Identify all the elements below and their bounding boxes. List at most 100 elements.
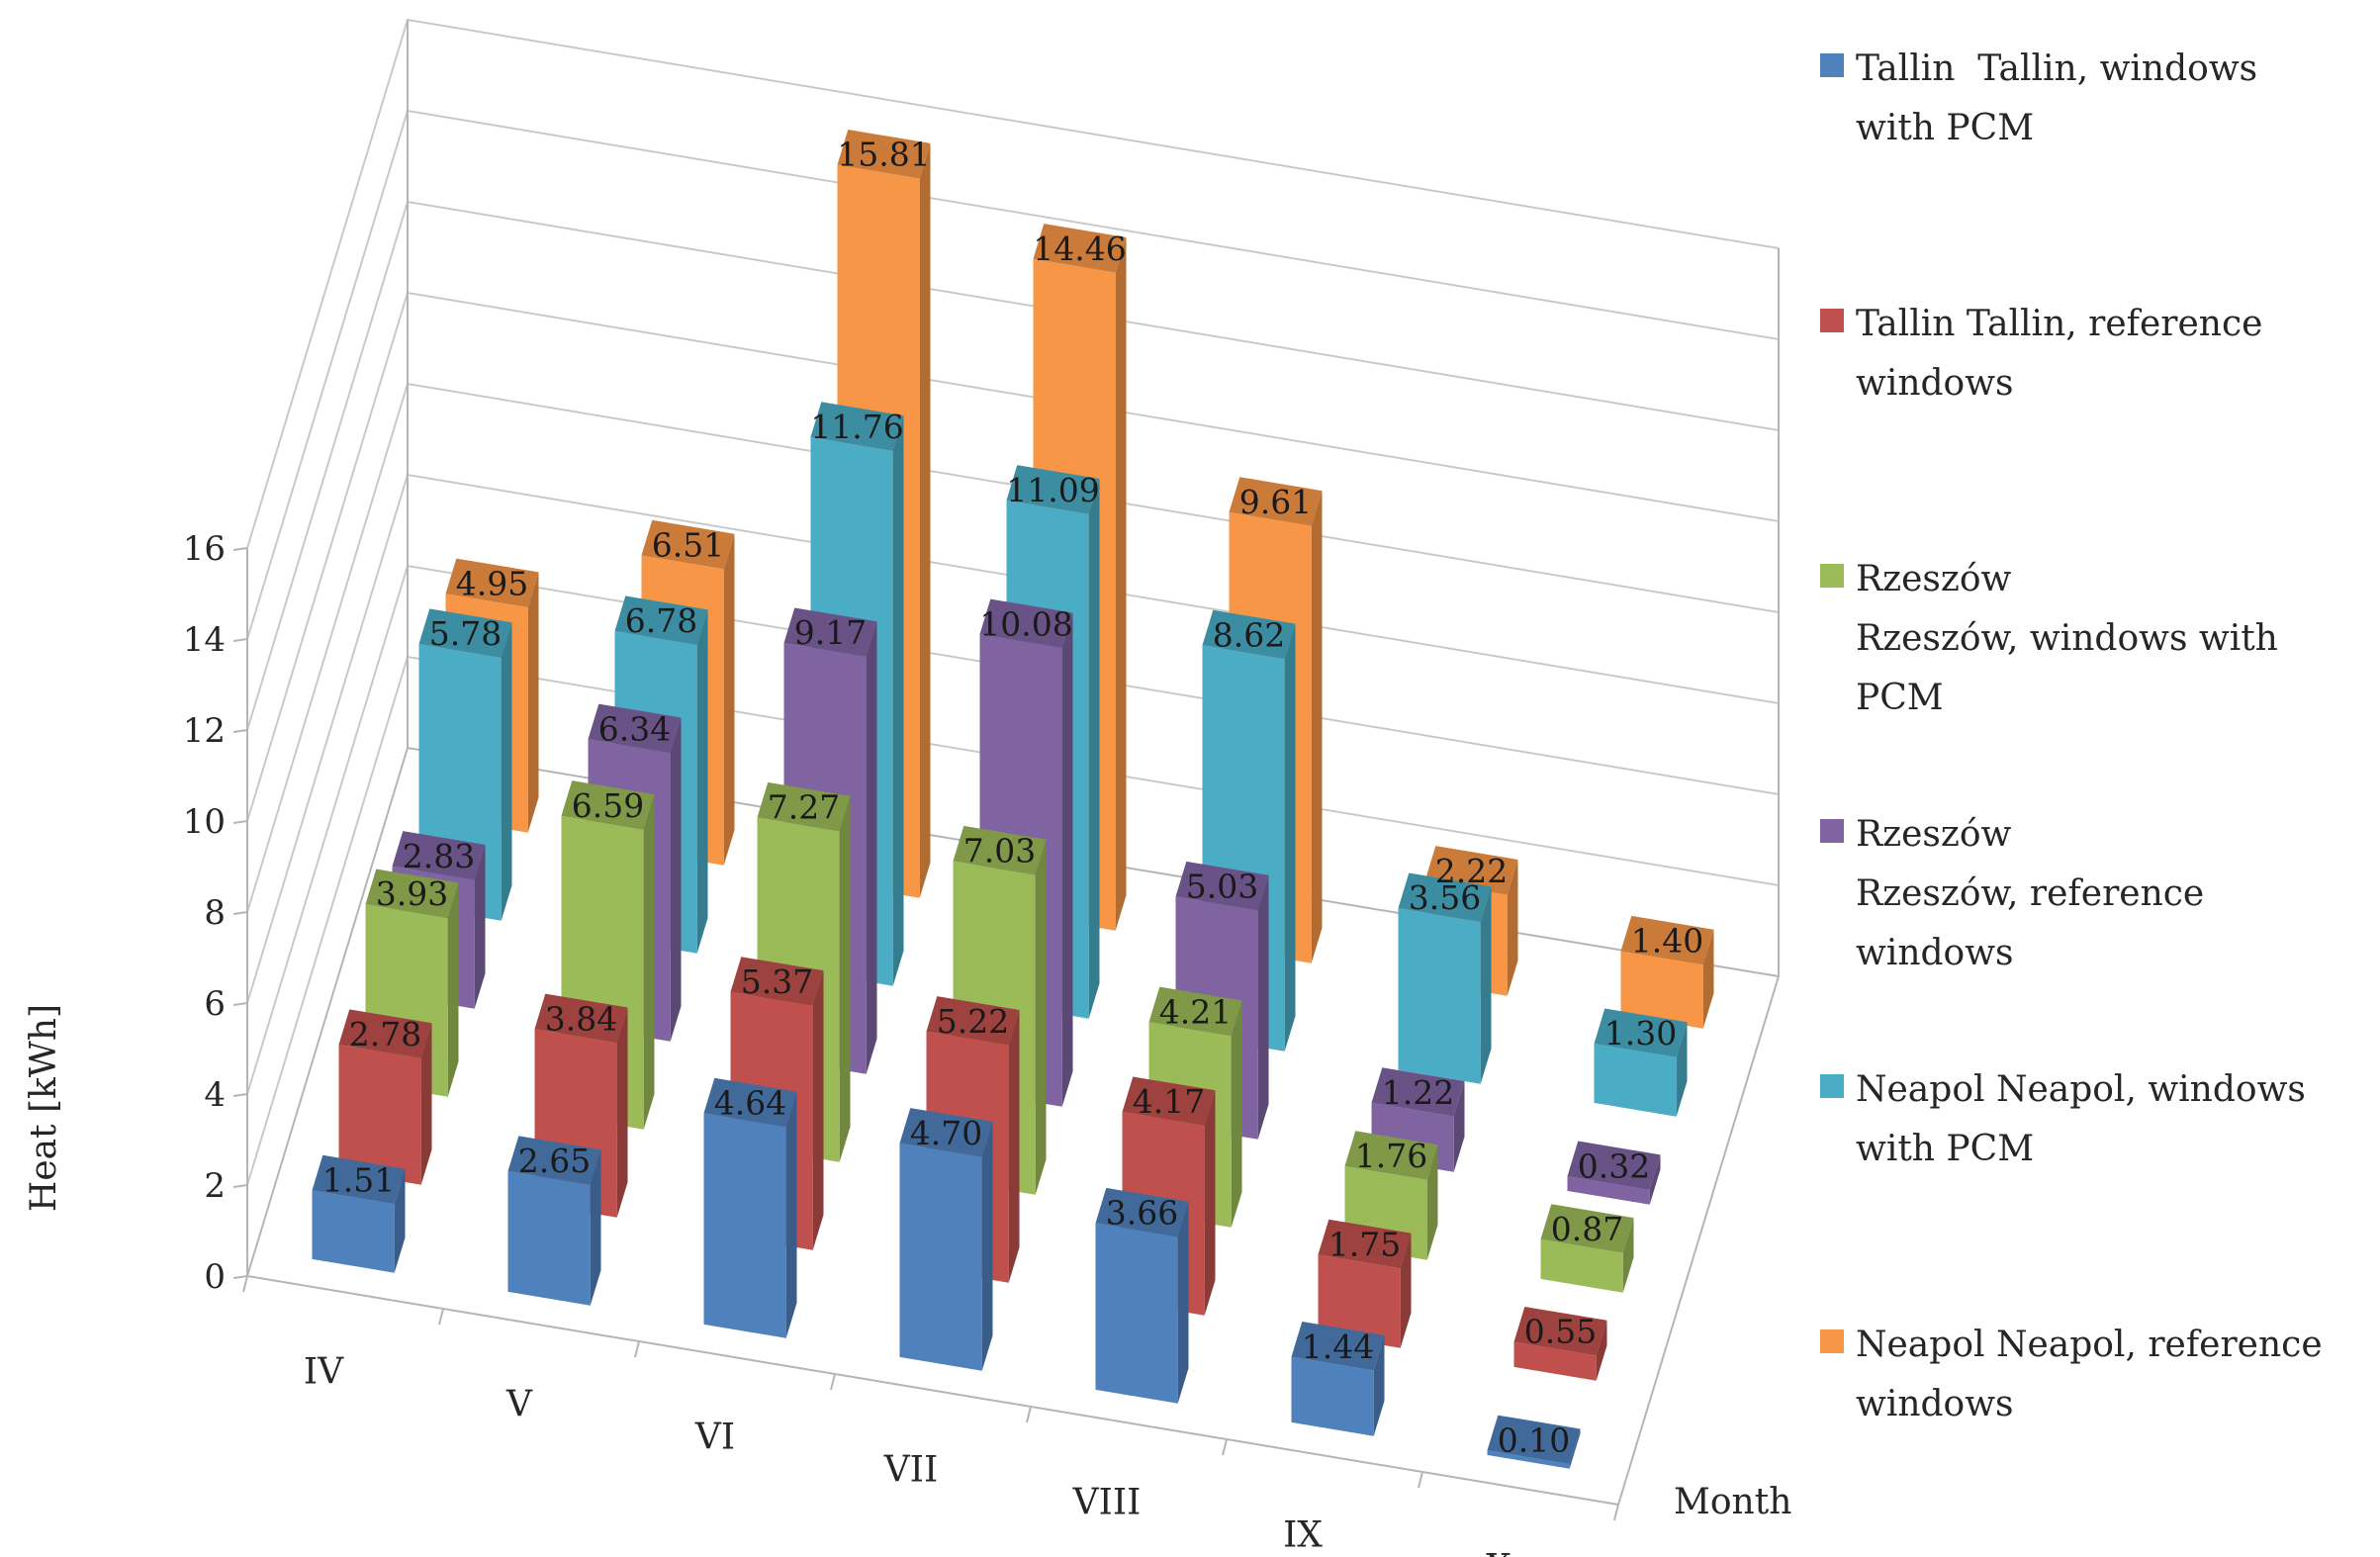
y-tick-mark	[232, 1184, 248, 1188]
y-tick-mark	[232, 911, 248, 915]
bar-side	[723, 533, 735, 866]
legend-label: Neapol Neapol, reference windows	[1856, 1316, 2360, 1434]
bar-side	[527, 572, 539, 833]
data-label: 1.44	[1302, 1328, 1374, 1366]
data-label: 1.51	[322, 1161, 395, 1200]
bar-side	[1569, 1428, 1581, 1469]
data-label: 3.93	[376, 874, 448, 913]
legend-item: Neapol Neapol, windows with PCM	[1820, 1060, 2360, 1179]
legend-swatch	[1820, 564, 1844, 588]
data-label: 1.22	[1382, 1073, 1454, 1112]
x-tick-mark	[438, 1308, 444, 1326]
bar-top	[507, 1136, 601, 1185]
legend-item: Rzeszów Rzeszów, reference windows	[1820, 805, 2360, 983]
data-label: 2.65	[518, 1142, 591, 1180]
legend-label-line: PCM	[1856, 678, 1944, 718]
bar-top	[534, 993, 628, 1044]
bar-top	[810, 402, 904, 451]
bar-side	[643, 794, 655, 1130]
x-tick-label: IX	[1283, 1515, 1323, 1556]
bar-side	[590, 1149, 601, 1306]
bar-front	[1487, 1450, 1570, 1469]
x-tick-label: VII	[883, 1450, 938, 1491]
bar-front	[1513, 1341, 1597, 1381]
bar-top	[783, 607, 877, 657]
data-label: 10.08	[979, 604, 1072, 643]
y-tick-label: 6	[204, 984, 226, 1024]
data-label: 1.30	[1604, 1014, 1677, 1053]
bar-side	[919, 142, 931, 898]
legend-label-line: Rzeszów	[1856, 814, 2012, 855]
y-axis-title: Heat [kWh]	[24, 1004, 64, 1212]
y-tick-label: 2	[204, 1166, 226, 1206]
bar-side	[812, 970, 824, 1250]
legend-label: Tallin Tallin, windows with PCM	[1856, 40, 2360, 158]
legend-label-line: windows	[1856, 363, 2014, 404]
bar-side	[670, 717, 682, 1042]
y-tick-mark	[232, 1002, 248, 1006]
bar-top	[953, 825, 1047, 875]
bar	[703, 1077, 797, 1338]
data-label: 0.55	[1524, 1313, 1597, 1351]
bar-side	[420, 1023, 432, 1185]
y-tick-label: 12	[183, 711, 226, 751]
bar-front	[899, 1143, 982, 1371]
y-tick-mark	[232, 820, 248, 824]
bar-front	[507, 1171, 591, 1306]
bar-side	[785, 1091, 797, 1338]
bar-side	[1373, 1334, 1385, 1436]
bar-top	[1594, 1008, 1688, 1057]
bar-front	[1318, 1254, 1401, 1348]
legend-item: Tallin Tallin, windows with PCM	[1820, 40, 2360, 158]
data-label: 5.03	[1186, 868, 1258, 906]
bar-side	[1115, 237, 1127, 931]
bar-top	[899, 1108, 993, 1157]
legend-label-line: Rzeszów, reference	[1856, 873, 2205, 914]
bar-side	[1507, 860, 1518, 996]
bar-side	[1426, 1145, 1438, 1260]
bar-side	[1231, 1000, 1242, 1228]
y-tick-mark	[232, 547, 248, 551]
data-label: 0.32	[1578, 1146, 1650, 1185]
bar	[1095, 1187, 1189, 1404]
chart-labels: 4.95 6.51 15.81 14.46 9.61 2.22 1.40 5.78 6.78 11…	[322, 136, 1703, 1460]
legend-label: Rzeszów Rzeszów, windows with PCM	[1856, 550, 2360, 728]
bar-top	[703, 1077, 797, 1128]
bar-side	[1311, 491, 1323, 963]
legend-label-line: Neapol Neapol, reference	[1856, 1325, 2323, 1365]
bar-top	[1033, 224, 1127, 273]
bar	[1594, 1008, 1688, 1117]
x-tick-mark	[242, 1275, 248, 1293]
bar-side	[1480, 886, 1492, 1084]
x-tick-mark	[1026, 1406, 1032, 1423]
data-label: 11.76	[810, 408, 903, 446]
bar-side	[1649, 1154, 1661, 1205]
y-tick-label: 16	[183, 529, 226, 569]
bar-top	[1567, 1141, 1661, 1190]
data-label: 5.37	[741, 962, 813, 1001]
bar-top	[1318, 1219, 1412, 1269]
x-tick-label: X	[1486, 1548, 1511, 1557]
y-tick-mark	[232, 638, 248, 642]
bar-top	[614, 595, 708, 645]
legend-label: Tallin Tallin, reference windows	[1856, 295, 2360, 413]
bar	[1487, 1415, 1581, 1469]
bar-top	[837, 130, 931, 179]
bar-side	[1035, 839, 1047, 1195]
legend-label-line: Tallin Tallin, reference	[1856, 304, 2263, 344]
bar-side	[1177, 1201, 1189, 1404]
legend-label-line: with PCM	[1856, 1129, 2035, 1169]
data-label: 5.78	[429, 614, 502, 653]
bar-top	[1006, 465, 1100, 514]
data-label: 2.83	[403, 837, 475, 875]
data-label: 4.95	[456, 564, 528, 602]
data-label: 0.10	[1498, 1420, 1570, 1459]
y-tick-mark	[232, 1093, 248, 1097]
data-label: 11.09	[1006, 471, 1099, 509]
data-label: 3.84	[545, 999, 617, 1038]
bar-top	[1122, 1076, 1216, 1126]
data-label: 6.59	[572, 786, 644, 825]
bar	[507, 1136, 601, 1306]
